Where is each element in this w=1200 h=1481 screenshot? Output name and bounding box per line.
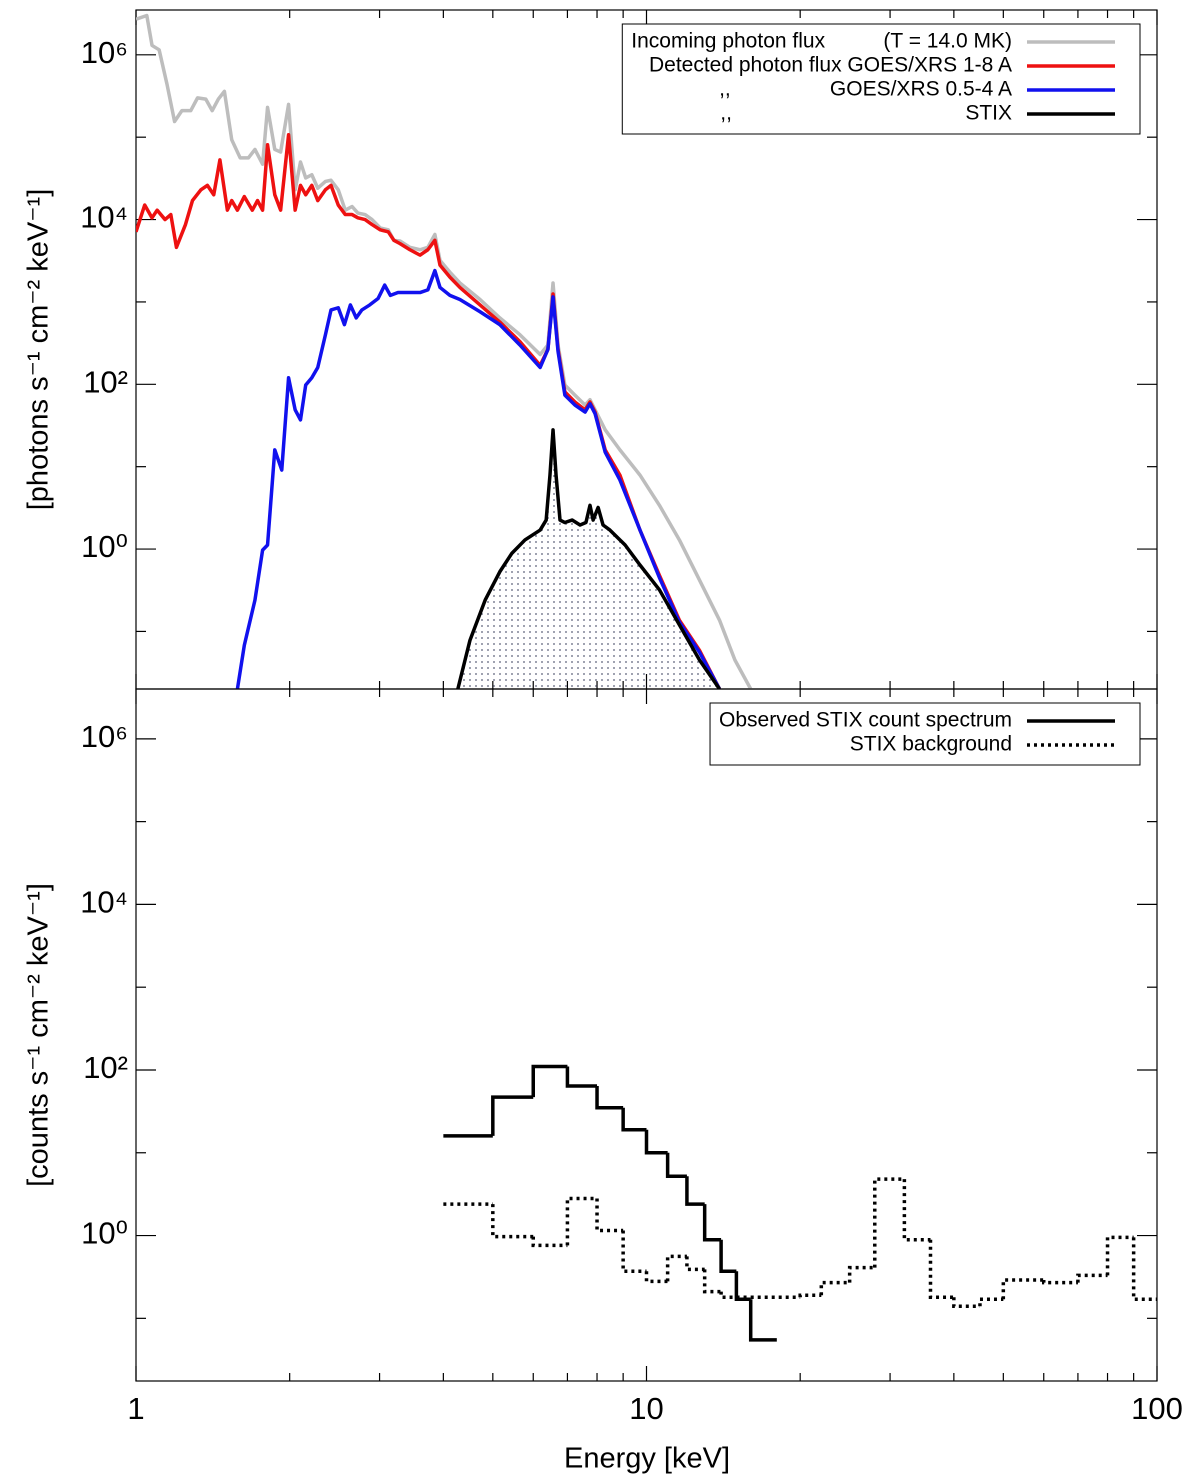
histogram-step xyxy=(928,1239,954,1299)
plot-area xyxy=(136,13,753,689)
y-tick-label: 10² xyxy=(83,364,128,399)
line xyxy=(136,13,753,689)
y-tick-label: 10⁰ xyxy=(81,529,128,564)
histogram-step xyxy=(798,1293,822,1298)
histogram-step xyxy=(531,1064,568,1098)
y-tick-label: 10⁴ xyxy=(80,885,128,920)
histogram-step xyxy=(644,1271,668,1284)
y-tick-label: 10⁴ xyxy=(80,200,128,235)
histogram-step xyxy=(847,1265,875,1283)
legend-box xyxy=(709,702,1141,766)
legend-label: ,, STIX xyxy=(720,102,1012,125)
line xyxy=(456,428,721,689)
histogram-step xyxy=(719,1291,751,1299)
histogram-step xyxy=(621,1107,647,1132)
y-tick-label: 10⁶ xyxy=(81,719,128,754)
histogram-step xyxy=(702,1204,722,1242)
y-tick-label: 10² xyxy=(83,1050,128,1085)
histogram-step xyxy=(595,1086,624,1110)
panel: 10⁰ 10² 10⁴ 10⁶ 1 10 100 [counts s⁻¹ cm⁻² keV⁻¹… xyxy=(23,688,1183,1426)
histogram-step xyxy=(978,1297,1004,1307)
y-tick-label: 10⁰ xyxy=(81,1216,128,1251)
x-tick-label: 1 xyxy=(127,1391,144,1426)
legend: Incoming photon flux (T = 14.0 MK)Detect… xyxy=(621,23,1141,135)
histogram-step xyxy=(531,1236,568,1248)
y-axis-title: [counts s⁻¹ cm⁻² keV⁻¹] xyxy=(23,883,55,1187)
histogram-step xyxy=(595,1198,624,1233)
legend-label: Detected photon flux GOES/XRS 1-8 A xyxy=(649,54,1012,77)
histogram-step xyxy=(702,1269,722,1294)
histogram-step xyxy=(902,1179,931,1242)
panel: 10⁰ 10² 10⁴ 10⁶ [photons s⁻¹ cm⁻² keV⁻¹] Inco… xyxy=(23,9,1158,690)
histogram-step xyxy=(1001,1278,1044,1300)
histogram-step xyxy=(685,1176,705,1206)
histogram-step xyxy=(565,1196,598,1246)
y-tick-label: 10⁶ xyxy=(81,35,128,70)
histogram-step xyxy=(665,1152,687,1179)
plot-frame xyxy=(135,688,1158,1382)
histogram-step xyxy=(621,1230,647,1274)
histogram-step xyxy=(819,1280,850,1296)
area-fill xyxy=(457,429,720,689)
y-axis-title: [photons s⁻¹ cm⁻² keV⁻¹] xyxy=(23,189,55,511)
x-tick-label: 100 xyxy=(1131,1391,1183,1426)
histogram-step xyxy=(952,1297,980,1308)
x-axis-title: Energy [keV] xyxy=(564,1443,730,1475)
histogram-step xyxy=(873,1177,905,1268)
histogram-step xyxy=(491,1204,534,1239)
histogram-step xyxy=(1076,1273,1108,1283)
x-tick-label: 10 xyxy=(629,1391,663,1426)
legend-label: Incoming photon flux (T = 14.0 MK) xyxy=(631,30,1012,53)
legend-label: ,, GOES/XRS 0.5-4 A xyxy=(719,78,1012,101)
histogram-step xyxy=(565,1066,598,1088)
histogram-step xyxy=(685,1256,705,1272)
histogram-step xyxy=(665,1254,687,1282)
plot-area xyxy=(443,1064,1157,1342)
histogram-step xyxy=(719,1239,737,1274)
histogram-step xyxy=(1105,1235,1134,1276)
histogram-step xyxy=(1042,1280,1078,1285)
histogram-step xyxy=(644,1129,668,1155)
histogram-step xyxy=(734,1271,751,1302)
histogram-step xyxy=(491,1095,534,1136)
legend-label: Observed STIX count spectrum xyxy=(719,709,1012,732)
legend-label: STIX background xyxy=(850,733,1012,756)
histogram-step xyxy=(748,1299,777,1342)
histogram-step xyxy=(1131,1237,1157,1302)
line xyxy=(235,268,722,689)
